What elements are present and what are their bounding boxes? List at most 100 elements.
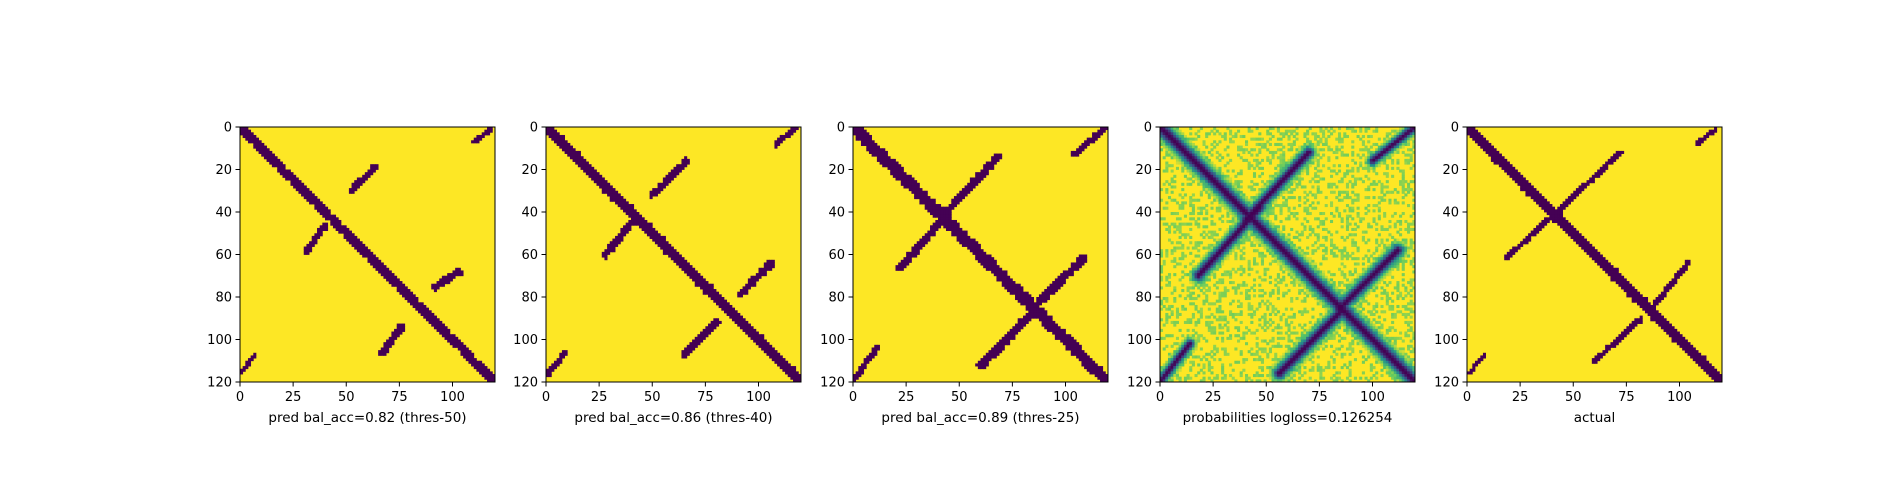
heatmap-cell bbox=[868, 148, 872, 152]
heatmap-cell bbox=[1314, 153, 1318, 157]
heatmap-cell bbox=[479, 371, 483, 375]
heatmap-cell bbox=[546, 368, 550, 372]
heatmap-cell bbox=[1183, 233, 1187, 237]
heatmap-cell bbox=[1252, 243, 1257, 247]
heatmap-cell bbox=[1070, 267, 1074, 271]
heatmap-cell bbox=[721, 297, 725, 301]
heatmap-cell bbox=[1260, 238, 1264, 242]
heatmap-cell bbox=[689, 342, 693, 346]
heatmap-cell bbox=[1081, 259, 1085, 263]
heatmap-cell bbox=[951, 227, 955, 231]
heatmap-cell bbox=[930, 198, 934, 202]
heatmap-cell bbox=[420, 310, 424, 314]
heatmap-cell bbox=[932, 230, 936, 234]
heatmap-cell bbox=[1205, 251, 1209, 255]
heatmap-cell bbox=[686, 158, 690, 162]
heatmap-cell bbox=[1377, 145, 1381, 149]
heatmap-cell bbox=[1178, 217, 1182, 221]
heatmap-cell bbox=[370, 166, 374, 170]
heatmap-cell bbox=[1252, 196, 1257, 200]
heatmap-cell bbox=[1367, 257, 1371, 261]
heatmap-cell bbox=[1383, 140, 1387, 144]
heatmap-cell bbox=[269, 161, 273, 165]
heatmap-cell bbox=[956, 227, 960, 231]
heatmap-cell bbox=[710, 323, 714, 327]
heatmap-cell bbox=[697, 339, 701, 343]
heatmap-cell bbox=[631, 222, 635, 226]
heatmap-cell bbox=[1242, 257, 1246, 261]
heatmap-cell bbox=[449, 273, 453, 277]
heatmap-cell bbox=[356, 180, 360, 184]
heatmap-cell bbox=[1391, 148, 1395, 152]
heatmap-cell bbox=[723, 310, 728, 314]
heatmap-cell bbox=[1073, 344, 1077, 348]
heatmap-cell bbox=[306, 190, 310, 194]
heatmap-cell bbox=[1247, 127, 1251, 131]
heatmap-cell bbox=[402, 328, 406, 332]
heatmap-cell bbox=[884, 156, 888, 160]
heatmap-cell bbox=[561, 134, 565, 139]
heatmap-cell bbox=[985, 358, 989, 362]
heatmap-cell bbox=[1401, 259, 1405, 263]
heatmap-cell bbox=[1033, 310, 1037, 314]
heatmap-cell bbox=[556, 132, 560, 136]
heatmap-cell bbox=[758, 270, 762, 274]
heatmap-cell bbox=[1407, 134, 1411, 139]
heatmap-cell bbox=[1282, 235, 1286, 239]
heatmap-cell bbox=[665, 182, 669, 186]
heatmap-cell bbox=[370, 254, 374, 258]
heatmap-cell bbox=[1231, 238, 1235, 242]
heatmap-cell bbox=[895, 174, 899, 178]
heatmap-cell bbox=[1356, 193, 1360, 197]
heatmap-cell bbox=[1340, 251, 1344, 255]
heatmap-cell bbox=[975, 177, 979, 181]
heatmap-cell bbox=[1223, 201, 1227, 205]
heatmap-cell bbox=[1009, 278, 1013, 282]
heatmap-cell bbox=[1001, 283, 1005, 287]
heatmap-cell bbox=[750, 328, 754, 332]
heatmap-cell bbox=[396, 278, 400, 282]
heatmap-cell bbox=[761, 267, 765, 271]
heatmap-cell bbox=[1049, 291, 1053, 295]
heatmap-cell bbox=[681, 350, 685, 354]
heatmap-cell bbox=[681, 161, 685, 165]
heatmap-cell bbox=[1388, 137, 1392, 141]
heatmap-cell bbox=[1210, 249, 1214, 253]
heatmap-cell bbox=[457, 342, 461, 346]
heatmap-cell bbox=[1191, 217, 1195, 221]
heatmap-cell bbox=[710, 326, 714, 330]
heatmap-cell bbox=[1356, 196, 1360, 200]
heatmap-cell bbox=[1097, 376, 1101, 380]
heatmap-cell bbox=[1279, 169, 1283, 173]
heatmap-cell bbox=[1094, 137, 1098, 141]
heatmap-cell bbox=[1160, 137, 1164, 141]
heatmap-cell bbox=[1167, 230, 1172, 234]
heatmap-cell bbox=[985, 172, 989, 176]
heatmap-cell bbox=[1199, 209, 1203, 213]
heatmap-cell bbox=[1247, 214, 1251, 218]
heatmap-cell bbox=[433, 315, 437, 319]
heatmap-cell bbox=[1092, 140, 1096, 144]
heatmap-cell bbox=[1199, 275, 1203, 279]
heatmap-cell bbox=[1073, 262, 1077, 266]
heatmap-cell bbox=[1255, 158, 1259, 162]
heatmap-cell bbox=[1409, 262, 1413, 266]
heatmap-cell bbox=[1078, 262, 1082, 266]
heatmap-cell bbox=[1181, 246, 1185, 250]
heatmap-cell bbox=[487, 371, 491, 375]
heatmap-cell bbox=[684, 259, 688, 263]
heatmap-cell bbox=[951, 230, 955, 234]
heatmap-cell bbox=[1207, 193, 1211, 197]
heatmap-cell bbox=[684, 267, 688, 271]
heatmap-cell bbox=[747, 278, 751, 282]
heatmap-cell bbox=[489, 376, 493, 380]
heatmap-cell bbox=[1380, 150, 1384, 154]
heatmap-cell bbox=[996, 153, 1000, 157]
heatmap-cell bbox=[1170, 132, 1174, 136]
heatmap-cell bbox=[964, 238, 968, 242]
heatmap-cell bbox=[615, 243, 619, 247]
heatmap-cell bbox=[1258, 251, 1262, 255]
heatmap-cell bbox=[1205, 174, 1209, 178]
heatmap-cell bbox=[1004, 275, 1008, 279]
heatmap-cell bbox=[1062, 331, 1066, 335]
